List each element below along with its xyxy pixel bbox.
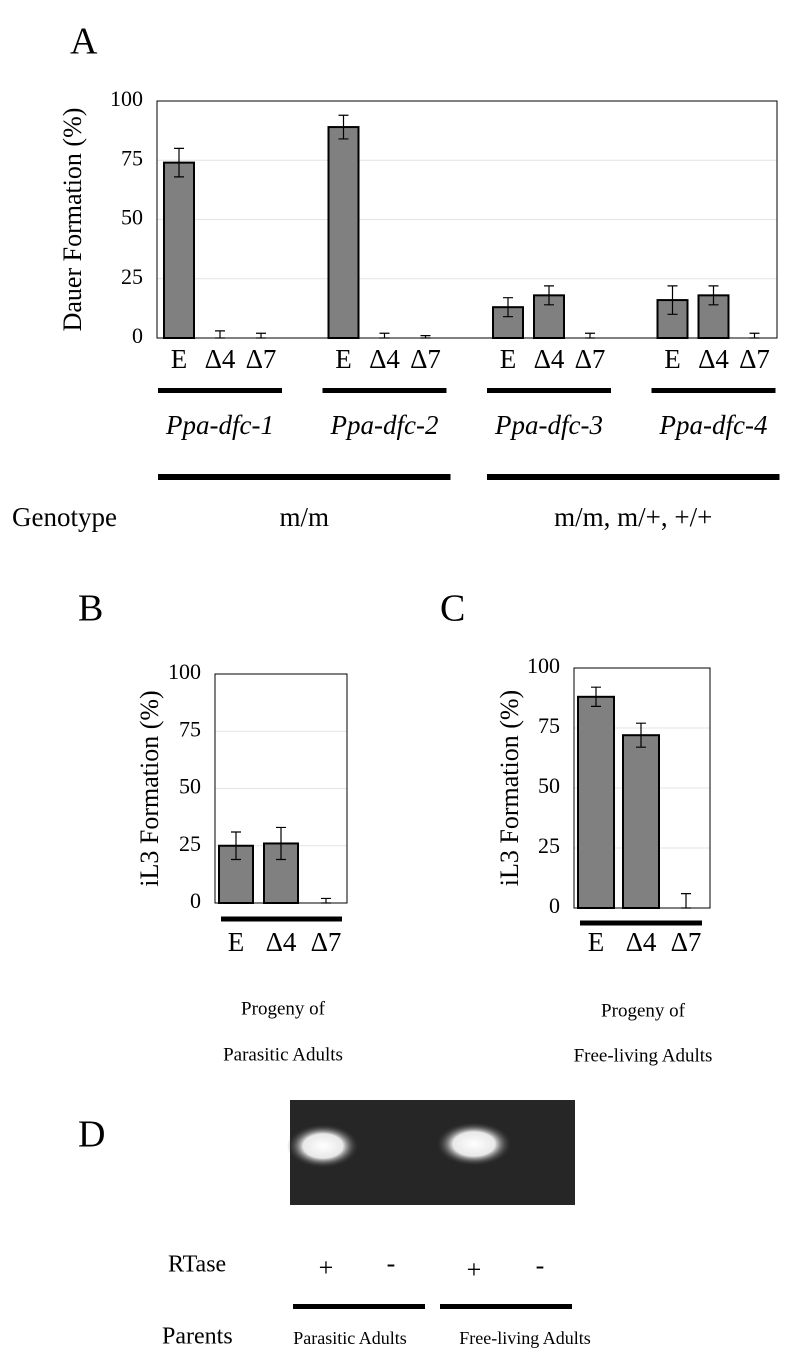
group-bar: [440, 1304, 572, 1309]
plot-frame: [156, 100, 778, 339]
group-label: Ppa-dfc-3: [494, 410, 603, 440]
gel-band: [287, 1124, 359, 1168]
y-tick-label: 75: [121, 145, 143, 170]
x-tick-label: Δ7: [671, 927, 702, 957]
rtase-sign: +: [467, 1255, 482, 1284]
parents-label: Parents: [162, 1324, 233, 1350]
group-bar: [158, 388, 282, 393]
x-tick-label: E: [228, 927, 245, 957]
bar: [327, 126, 360, 339]
error-bar: [667, 285, 678, 315]
y-tick-label: 25: [179, 831, 201, 856]
error-bar: [420, 335, 431, 339]
y-tick-label: 0: [132, 323, 143, 348]
error-bar: [276, 826, 286, 861]
y-tick-label: 50: [121, 205, 143, 230]
group-label: Progeny of: [601, 1000, 686, 1021]
error-bar: [379, 332, 390, 339]
genotype: m/m, m/+, +/+: [554, 502, 712, 532]
genotype-bar: [487, 474, 780, 480]
panel-letter: A: [70, 21, 98, 63]
x-tick-label: E: [171, 344, 188, 374]
x-tick-label: E: [588, 927, 605, 957]
x-tick-label: E: [335, 344, 352, 374]
group-label: Ppa-dfc-2: [330, 410, 439, 440]
y-tick-label: 25: [121, 264, 143, 289]
x-tick-label: Δ7: [739, 344, 770, 374]
error-bar: [338, 114, 349, 140]
group-label: Ppa-dfc-1: [165, 410, 274, 440]
group-bar: [487, 388, 611, 393]
bar: [577, 695, 615, 909]
parents-item: Parasitic Adults: [293, 1328, 407, 1348]
x-tick-label: Δ7: [246, 344, 277, 374]
error-bar: [544, 285, 554, 306]
parents-item: Free-living Adults: [459, 1328, 591, 1348]
y-tick-label: 75: [538, 713, 560, 738]
bar: [163, 161, 195, 339]
y-axis-title: iL3 Formation (%): [135, 690, 164, 886]
x-tick-label: Δ4: [205, 344, 236, 374]
genotype: m/m: [279, 502, 329, 532]
genotype-bar: [158, 474, 451, 480]
x-tick-label: Δ4: [626, 927, 657, 957]
y-tick-label: 100: [527, 653, 560, 678]
panel-letter: B: [78, 588, 103, 630]
y-tick-label: 0: [549, 893, 560, 918]
rtase-label: RTase: [168, 1252, 226, 1278]
group-label: Ppa-dfc-4: [659, 410, 768, 440]
x-tick-label: Δ4: [534, 344, 565, 374]
x-tick-label: Δ7: [410, 344, 441, 374]
x-tick-label: Δ4: [369, 344, 400, 374]
y-tick-label: 50: [538, 773, 560, 798]
bar: [533, 294, 565, 339]
error-bar: [749, 332, 760, 339]
gel-band: [436, 1122, 512, 1166]
x-tick-label: Δ7: [575, 344, 606, 374]
x-tick-label: E: [500, 344, 517, 374]
group-label: Free-living Adults: [574, 1045, 713, 1066]
y-tick-label: 75: [179, 716, 201, 741]
bar: [622, 734, 660, 910]
rtase-sign: -: [536, 1251, 545, 1280]
error-bar: [174, 147, 184, 178]
y-tick-label: 0: [190, 888, 201, 913]
y-tick-label: 50: [179, 774, 201, 799]
error-bar: [321, 897, 331, 904]
genotype-label: Genotype: [12, 502, 117, 532]
x-tick-label: E: [664, 344, 681, 374]
error-bar: [708, 285, 719, 306]
group-label: Progeny of: [241, 998, 326, 1019]
rtase-sign: -: [387, 1249, 396, 1278]
y-axis-title: Dauer Formation (%): [58, 108, 87, 332]
error-bar: [231, 831, 241, 861]
panel-letter: C: [440, 588, 465, 630]
error-bar: [681, 893, 691, 909]
y-tick-label: 100: [110, 86, 143, 111]
panel-letter: D: [78, 1114, 105, 1156]
group-bar: [293, 1304, 425, 1309]
group-bar: [651, 388, 776, 393]
group-bar: [322, 388, 447, 393]
error-bar: [256, 332, 266, 339]
rtase-sign: +: [319, 1253, 334, 1282]
x-tick-label: Δ4: [266, 927, 297, 957]
x-tick-label: Δ7: [311, 927, 342, 957]
group-bar: [580, 920, 702, 926]
y-tick-label: 25: [538, 833, 560, 858]
error-bar: [636, 722, 646, 748]
error-bar: [503, 297, 513, 318]
y-tick-label: 100: [168, 659, 201, 684]
error-bar: [215, 330, 225, 339]
error-bar: [585, 332, 595, 339]
error-bar: [591, 686, 601, 707]
group-label: Parasitic Adults: [223, 1044, 343, 1065]
y-axis-title: iL3 Formation (%): [495, 690, 524, 886]
group-bar: [221, 916, 342, 922]
x-tick-label: Δ4: [698, 344, 729, 374]
